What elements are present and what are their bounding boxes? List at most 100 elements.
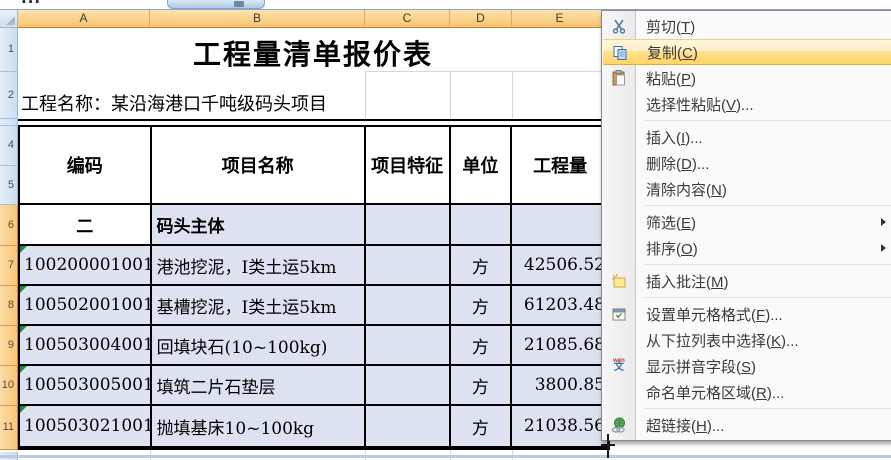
menu-item-format-cells[interactable]: 设置单元格格式F... bbox=[602, 301, 891, 327]
cell-qty[interactable]: 61203.48 bbox=[512, 286, 610, 326]
row-header-1[interactable]: 1 bbox=[0, 28, 18, 72]
cell-name[interactable]: 港池挖泥，I类土运5km bbox=[151, 246, 366, 286]
row-header-5[interactable]: 5 bbox=[0, 166, 18, 205]
row-header-bar: 1 2 4 5 6 7 8 9 10 11 bbox=[0, 28, 18, 460]
cell-name[interactable]: 基槽挖泥，I类土运5km bbox=[151, 286, 366, 326]
header-cell-unit[interactable]: 单位 bbox=[450, 127, 513, 205]
row-header-9[interactable]: 9 bbox=[0, 326, 18, 366]
cell-unit[interactable]: 方 bbox=[450, 246, 513, 286]
cell-qty[interactable]: 3800.85 bbox=[512, 366, 610, 406]
table-row: 100503005001 填筑二片石垫层 方 3800.85 bbox=[20, 366, 610, 406]
menu-separator bbox=[644, 297, 891, 298]
cell-feature[interactable] bbox=[365, 246, 451, 286]
row-header-11[interactable]: 11 bbox=[0, 406, 18, 450]
menu-item-hyperlink[interactable]: 超链接H... bbox=[602, 412, 891, 438]
menu-separator bbox=[644, 205, 891, 206]
menu-item-filter[interactable]: 筛选E bbox=[602, 209, 891, 235]
column-header-d[interactable]: D bbox=[450, 10, 512, 27]
active-cell[interactable]: 二 bbox=[20, 205, 152, 246]
row-header-7[interactable]: 7 bbox=[0, 246, 18, 286]
menu-item-name-range[interactable]: 命名单元格区域R... bbox=[602, 379, 891, 405]
column-header-e[interactable]: E bbox=[512, 10, 608, 27]
menu-item-sort[interactable]: 排序O bbox=[602, 235, 891, 261]
cell-feature[interactable] bbox=[365, 326, 451, 366]
menu-item-copy[interactable]: 复制C bbox=[603, 39, 891, 65]
table-row: 100200001001 港池挖泥，I类土运5km 方 42506.52 bbox=[20, 246, 610, 286]
cell-unit[interactable]: 方 bbox=[450, 406, 513, 450]
cell-feature[interactable] bbox=[365, 286, 451, 326]
cell-name[interactable]: 抛填基床10~100kg bbox=[151, 406, 366, 450]
cell-qty[interactable]: 21085.68 bbox=[512, 326, 610, 366]
table-row: 100503004001 回填块石(10~100kg) 方 21085.68 bbox=[20, 326, 610, 366]
menu-item-insert-comment[interactable]: 插入批注M bbox=[602, 268, 891, 294]
header-cell-code[interactable]: 编码 bbox=[20, 127, 152, 205]
menu-item-paste[interactable]: 粘贴P bbox=[602, 65, 891, 91]
row-header-10[interactable]: 10 bbox=[0, 366, 18, 406]
table-header-row: 编码 项目名称 项目特征 单位 工程量 bbox=[20, 127, 610, 205]
project-name-cell[interactable]: 工程名称：某沿海港口千吨级码头项目 bbox=[21, 94, 327, 115]
menu-item-pick-from-list[interactable]: 从下拉列表中选择K... bbox=[602, 327, 891, 353]
cell-unit[interactable]: 方 bbox=[450, 286, 513, 326]
hyperlink-globe-icon bbox=[611, 417, 627, 433]
column-header-c[interactable]: C bbox=[365, 10, 450, 27]
cell-qty[interactable] bbox=[512, 205, 611, 246]
cell-code[interactable]: 100502001001 bbox=[20, 286, 152, 326]
row-header-3[interactable] bbox=[0, 119, 18, 126]
row-header-4[interactable]: 4 bbox=[0, 126, 18, 166]
menu-item-paste-special[interactable]: 选择性粘贴V... bbox=[602, 91, 891, 117]
cell-feature[interactable] bbox=[365, 205, 451, 246]
cell-code[interactable]: 100503004001 bbox=[20, 326, 152, 366]
menu-separator bbox=[644, 120, 891, 121]
cell-code[interactable]: 100503005001 bbox=[20, 366, 152, 406]
menu-item-insert[interactable]: 插入I... bbox=[602, 124, 891, 150]
cell-name[interactable]: 填筑二片石垫层 bbox=[151, 366, 366, 406]
submenu-arrow-icon bbox=[881, 244, 886, 252]
comment-note-icon bbox=[611, 273, 627, 289]
cell-qty[interactable]: 21038.56 bbox=[512, 406, 610, 450]
row-header-2[interactable]: 2 bbox=[0, 72, 18, 119]
menu-item-delete[interactable]: 删除D... bbox=[602, 150, 891, 176]
quotation-table: 编码 项目名称 项目特征 单位 工程量 二 码头主体 100200001001 … bbox=[18, 125, 611, 450]
cell-qty[interactable]: 42506.52 bbox=[512, 246, 610, 286]
gridline bbox=[450, 72, 451, 119]
ribbon-tab-stub[interactable] bbox=[167, 0, 265, 9]
column-header-b[interactable]: B bbox=[150, 10, 365, 27]
row-header-8[interactable]: 8 bbox=[0, 286, 18, 326]
ribbon-divider bbox=[0, 9, 891, 10]
column-header-bar: A B C D E bbox=[18, 10, 608, 28]
clipboard-icon bbox=[611, 70, 627, 86]
sheet-title-cell[interactable]: 工程量清单报价表 bbox=[192, 38, 433, 71]
cell-cursor-icon bbox=[601, 444, 615, 446]
menu-item-cut[interactable]: 剪切T bbox=[602, 13, 891, 39]
context-menu: 剪切T 复制C 粘贴P 选择性粘贴V... 插入I... 删除D... 清除内容… bbox=[601, 10, 891, 441]
cell-cursor-icon bbox=[607, 434, 609, 458]
menu-separator bbox=[644, 264, 891, 265]
gridline bbox=[512, 72, 513, 119]
header-cell-name[interactable]: 项目名称 bbox=[151, 127, 366, 205]
select-all-button[interactable] bbox=[0, 10, 18, 28]
row-header-6[interactable]: 6 bbox=[0, 205, 18, 246]
cell-section-name[interactable]: 码头主体 bbox=[151, 205, 366, 246]
menu-item-clear-contents[interactable]: 清除内容N bbox=[602, 176, 891, 202]
error-triangle-icon bbox=[20, 286, 27, 293]
cell-name[interactable]: 回填块石(10~100kg) bbox=[151, 326, 366, 366]
header-cell-qty[interactable]: 工程量 bbox=[512, 127, 610, 205]
header-cell-feature[interactable]: 项目特征 bbox=[365, 127, 451, 205]
overflow-dots: ... bbox=[21, 0, 41, 6]
gridline bbox=[365, 71, 608, 72]
column-header-a[interactable]: A bbox=[18, 10, 150, 27]
cell-code[interactable]: 100503021001 bbox=[20, 406, 152, 450]
cell-unit[interactable]: 方 bbox=[450, 366, 513, 406]
gridline bbox=[365, 72, 366, 119]
table-row: 100502001001 基槽挖泥，I类土运5km 方 61203.48 bbox=[20, 286, 610, 326]
cell-unit[interactable] bbox=[450, 205, 513, 246]
submenu-arrow-icon bbox=[881, 218, 886, 226]
error-triangle-icon bbox=[20, 326, 27, 333]
cell-feature[interactable] bbox=[365, 406, 451, 450]
cell-unit[interactable]: 方 bbox=[450, 326, 513, 366]
cell-feature[interactable] bbox=[365, 366, 451, 406]
sheet-bottom-rule bbox=[0, 455, 891, 458]
cell-code[interactable]: 100200001001 bbox=[20, 246, 152, 286]
